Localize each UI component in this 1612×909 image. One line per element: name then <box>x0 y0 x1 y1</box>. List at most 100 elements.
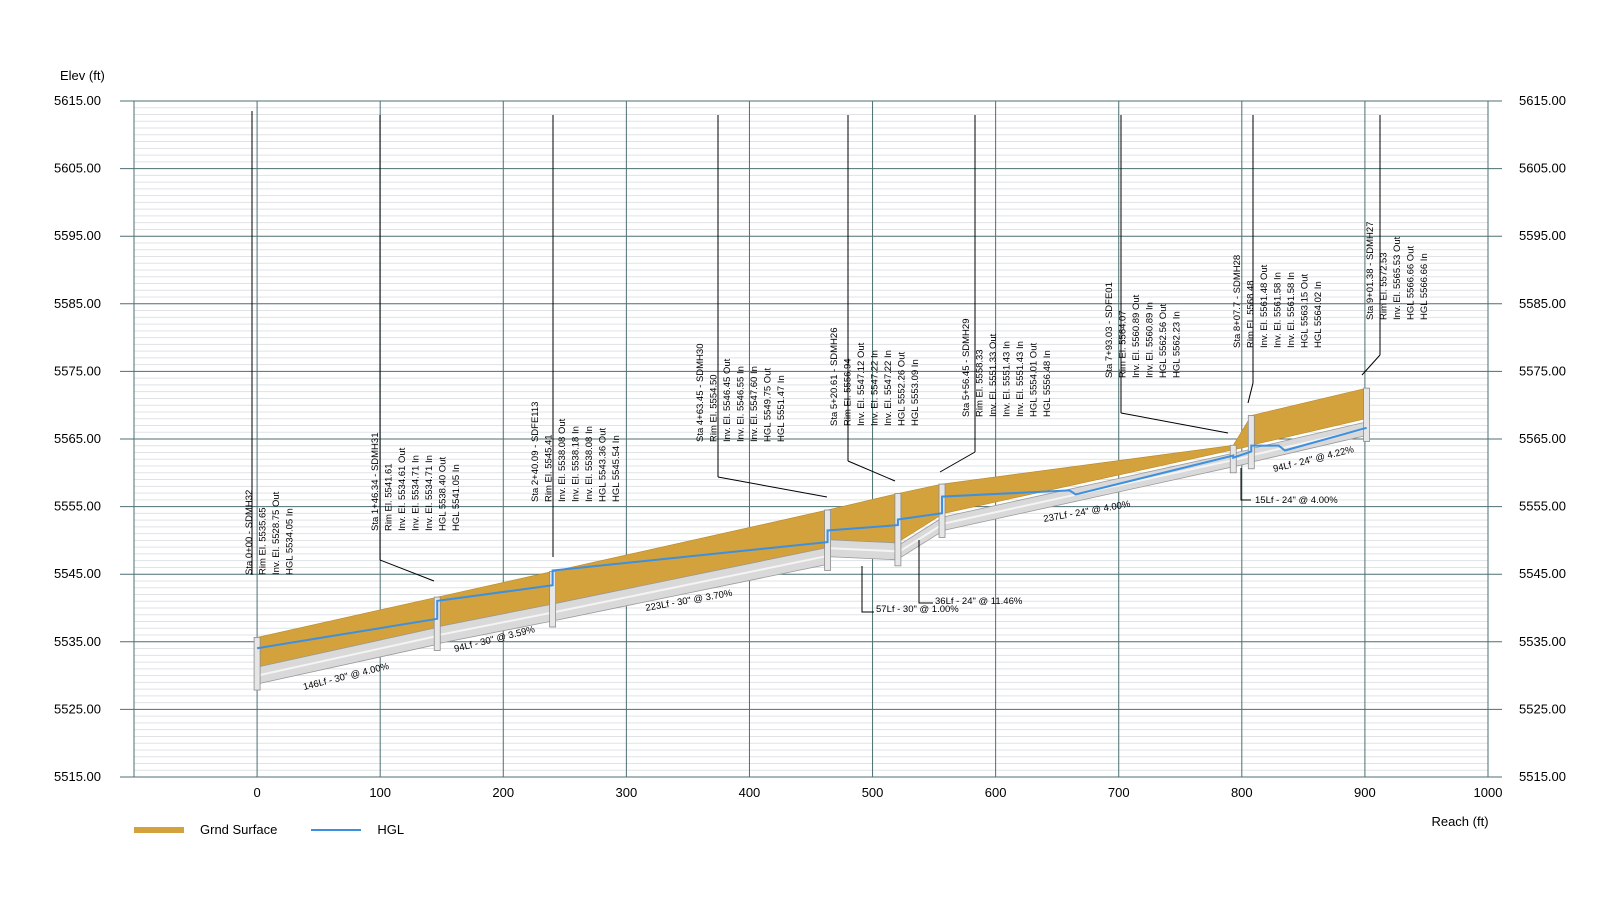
structure-label: Sta 8+07.7 - SDMH28 <box>1232 255 1243 348</box>
y-axis-label: Elev (ft) <box>60 68 105 83</box>
structure-label: Inv. El. 5538.08 Out <box>557 418 568 502</box>
structure-label: HGL 5551.47 In <box>776 375 787 442</box>
hgl-series <box>256 426 1367 650</box>
legend-label-ground: Grnd Surface <box>200 822 278 837</box>
leader-line <box>847 460 896 482</box>
structure-annotations: Sta 0+00 - SDMH32 Rim El. 5535.65 Inv. El.… <box>244 222 1430 575</box>
structure-label: Sta 1+46.34 - SDMH31 <box>370 433 381 531</box>
structure-label: Inv. El. 5560.89 Out <box>1131 294 1142 378</box>
leader-line <box>379 559 435 582</box>
structure-label: HGL 5538.40 Out <box>438 457 449 531</box>
pipe-highlight <box>256 635 438 677</box>
structure-label: HGL 5553.09 In <box>910 359 921 426</box>
structure-label: HGL 5545.54 In <box>611 435 622 502</box>
x-tick-label: 700 <box>1108 785 1130 800</box>
structure-label: Rim El. 5554.50 <box>709 374 720 442</box>
structure-label: Rim El. 5572.53 <box>1379 252 1390 320</box>
structure-label: Sta 7+93.03 - SDFE01 <box>1104 282 1115 378</box>
legend-swatch-ground <box>134 826 184 833</box>
structure-marker <box>1229 444 1237 474</box>
structure-label: Inv. El. 5534.71 In <box>411 455 422 531</box>
structure-label: HGL 5556.48 In <box>1042 350 1053 417</box>
structure-marker <box>253 637 261 691</box>
structure-label: Inv. El. 5534.61 Out <box>397 447 408 531</box>
structure-label: HGL 5566.66 Out <box>1406 246 1417 320</box>
y-tick-label-left: 5575.00 <box>54 363 101 378</box>
leader-line <box>1247 382 1254 404</box>
y-tick-label-right: 5565.00 <box>1519 431 1566 446</box>
y-tick-label-left: 5565.00 <box>54 431 101 446</box>
structure-label: Inv. El. 5561.48 Out <box>1259 264 1270 348</box>
annotation-leaders <box>251 111 1381 582</box>
leader-line <box>1120 412 1229 434</box>
structure-label: HGL 5543.36 Out <box>598 428 609 502</box>
leader-line <box>717 476 828 498</box>
y-tick-label-left: 5595.00 <box>54 228 101 243</box>
structure-label: Rim El. 5556.94 <box>843 358 854 426</box>
y-tick-label-right: 5555.00 <box>1519 499 1566 514</box>
x-tick-label: 900 <box>1354 785 1376 800</box>
structure-label: HGL 5554.01 Out <box>1029 343 1040 417</box>
structure-label: Inv. El. 5565.53 Out <box>1392 236 1403 320</box>
x-tick-label: 300 <box>616 785 638 800</box>
structure-marker <box>1363 387 1371 442</box>
structure-label: Inv. El. 5547.22 In <box>870 350 881 426</box>
structure-label: Inv. El. 5528.75 Out <box>271 491 282 575</box>
x-tick-label: 400 <box>739 785 761 800</box>
structure-label: HGL 5534.05 In <box>285 508 296 575</box>
structure-marker <box>433 596 441 651</box>
pipe-label-leader <box>918 540 933 604</box>
structure-label: Inv. El. 5538.18 In <box>571 426 582 502</box>
structure-label: Inv. El. 5560.89 In <box>1145 302 1156 378</box>
y-tick-label-right: 5525.00 <box>1519 701 1566 716</box>
structure-label: Inv. El. 5561.58 In <box>1286 272 1297 348</box>
structure-label: Rim El. 5545.41 <box>544 434 555 502</box>
structure-label: HGL 5562.56 Out <box>1158 304 1169 378</box>
structure-label: HGL 5562.23 In <box>1172 311 1183 378</box>
y-tick-label-left: 5615.00 <box>54 93 101 108</box>
axes: 5515.00 5515.00 5525.00 5525.00 5535.00 5535.… <box>54 93 1566 800</box>
x-axis-label: Reach (ft) <box>1431 814 1488 829</box>
structure-label: Inv. El. 5561.58 In <box>1273 272 1284 348</box>
y-tick-label-left: 5515.00 <box>54 769 101 784</box>
y-tick-label-right: 5585.00 <box>1519 296 1566 311</box>
structure-label: HGL 5563.15 Out <box>1300 274 1311 348</box>
structure-label: Sta 9+01.38 - SDMH27 <box>1365 222 1376 320</box>
legend-label-hgl: HGL <box>377 822 405 837</box>
legend-item-ground: Grnd Surface <box>134 822 277 837</box>
structure-label: Sta 5+56.45 - SDMH29 <box>961 319 972 417</box>
structure-label: Inv. El. 5547.22 In <box>883 350 894 426</box>
pipe-highlight <box>437 611 553 637</box>
y-tick-label-right: 5575.00 <box>1519 363 1566 378</box>
minor-gridlines <box>134 107 1488 771</box>
structure-label: Inv. El. 5546.55 In <box>736 366 747 442</box>
y-tick-label-right: 5515.00 <box>1519 769 1566 784</box>
y-tick-label-left: 5545.00 <box>54 566 101 581</box>
pipe-label: 36Lf - 24" @ 11.46% <box>935 596 1023 607</box>
structure-label: HGL 5541.05 In <box>451 464 462 531</box>
x-tick-label: 100 <box>369 785 391 800</box>
pipe-label: 15Lf - 24" @ 4.00% <box>1255 495 1338 506</box>
y-tick-label-left: 5585.00 <box>54 296 101 311</box>
pipe-label-leader <box>861 566 874 613</box>
pipe-highlight <box>827 547 898 553</box>
structure-label: HGL 5552.26 Out <box>897 352 908 426</box>
structure-label: Inv. El. 5546.45 Out <box>722 358 733 442</box>
structure-label: Rim El. 5558.33 <box>975 349 986 417</box>
structure-label: Inv. El. 5547.12 Out <box>856 342 867 426</box>
structure-label: Rim El. 5535.65 <box>258 507 269 575</box>
y-tick-label-right: 5605.00 <box>1519 161 1566 176</box>
structure-label: Inv. El. 5547.60 In <box>749 366 760 442</box>
structure-label: Sta 5+20.61 - SDMH26 <box>829 328 840 426</box>
y-tick-label-right: 5595.00 <box>1519 228 1566 243</box>
structure-marker <box>1247 415 1255 470</box>
structure-label: Sta 4+63.45 - SDMH30 <box>695 344 706 442</box>
pipe-label-leader <box>1240 468 1251 501</box>
legend-swatch-hgl <box>311 828 362 831</box>
legend-item-hgl: HGL <box>311 822 404 837</box>
structure-label: HGL 5566.66 In <box>1419 253 1430 320</box>
structure-label: Inv. El. 5551.43 In <box>1015 341 1026 417</box>
x-tick-label: 0 <box>253 785 260 800</box>
y-tick-label-left: 5535.00 <box>54 634 101 649</box>
structure-label: Rim El. 5564.07 <box>1118 310 1129 378</box>
